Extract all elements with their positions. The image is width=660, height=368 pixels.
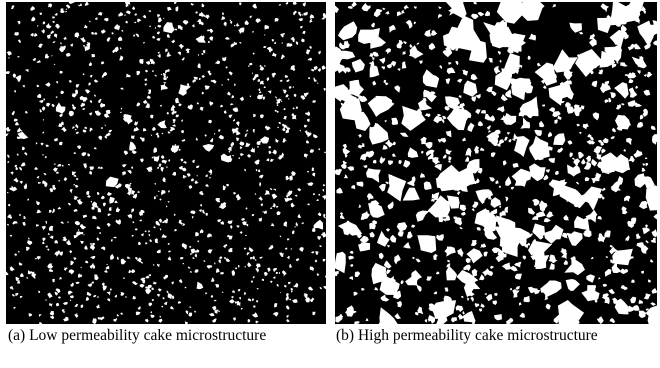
caption-high-permeability: (b) High permeability cake microstructur… [336,327,598,344]
low-permeability-micrograph [6,2,326,324]
low-permeability-micrograph-image [6,2,326,324]
caption-low-permeability: (a) Low permeability cake microstructure [8,327,267,344]
high-permeability-micrograph-image [335,2,657,324]
high-permeability-micrograph [335,2,657,324]
